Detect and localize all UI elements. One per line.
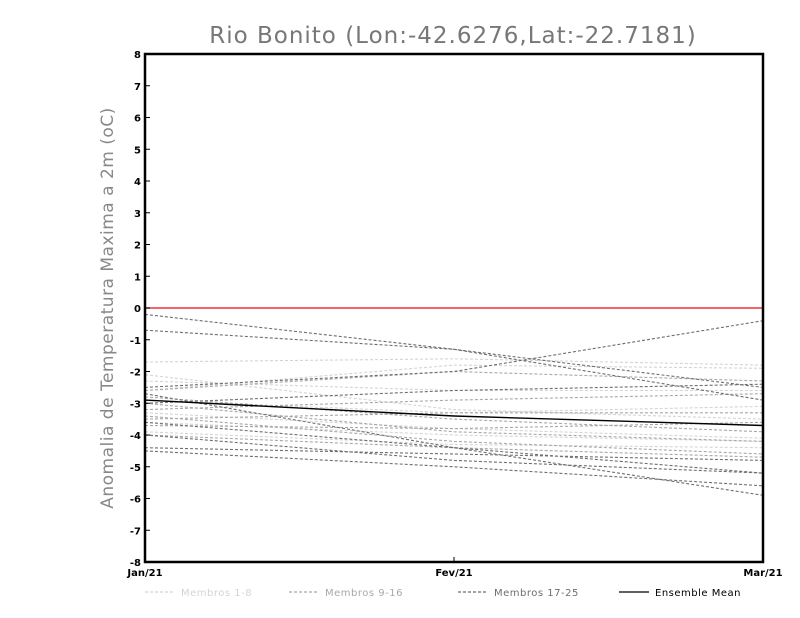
member-line xyxy=(144,320,764,388)
y-tick-label: 1 xyxy=(134,272,141,283)
y-tick-label: 8 xyxy=(134,50,141,61)
legend-label: Membros 17-25 xyxy=(494,588,579,599)
y-tick-label: 4 xyxy=(134,177,141,188)
chart-title: Rio Bonito (Lon:-42.6276,Lat:-22.7181) xyxy=(209,23,697,49)
legend: Membros 1-8 Membros 9-16 Membros 17-25 Ense… xyxy=(145,588,741,599)
series-group xyxy=(144,313,764,496)
x-tick-label: Mar/21 xyxy=(743,568,782,579)
member-line xyxy=(144,399,764,414)
y-tick-label: 5 xyxy=(134,145,141,156)
member-line xyxy=(144,412,764,439)
member-line xyxy=(144,431,764,449)
member-line xyxy=(144,393,764,411)
member-line xyxy=(144,421,764,442)
member-line xyxy=(144,421,764,430)
member-line xyxy=(144,412,763,420)
member-line xyxy=(144,383,764,404)
y-tick-label: -4 xyxy=(130,431,141,442)
member-line xyxy=(144,415,764,455)
x-tick-label: Fev/21 xyxy=(435,568,472,579)
y-tick-label: -1 xyxy=(130,336,141,347)
y-tick-label: -6 xyxy=(130,495,141,506)
member-line xyxy=(144,374,764,420)
legend-label: Ensemble Mean xyxy=(655,588,741,599)
member-line xyxy=(144,313,764,388)
member-line xyxy=(144,370,764,392)
y-tick-label: -5 xyxy=(130,463,141,474)
axis-ticks: -8 -7 -6 -5 -4 -3 -2 -1 0 1 2 3 4 5 6 7 8 Jan/21 Fev/21 Mar… xyxy=(126,50,782,579)
y-axis-label: Anomalia de Temperatura Maxima a 2m (oC) xyxy=(98,107,118,509)
legend-label: Membros 9-16 xyxy=(325,588,403,599)
y-tick-label: 6 xyxy=(134,114,141,125)
y-tick-label: -8 xyxy=(130,558,141,569)
member-line xyxy=(144,364,764,392)
member-line xyxy=(144,447,764,461)
member-line xyxy=(144,421,764,496)
y-tick-label: 0 xyxy=(134,304,141,315)
y-tick-label: 3 xyxy=(134,209,141,220)
member-line xyxy=(144,434,764,458)
y-tick-label: -7 xyxy=(130,526,141,537)
member-line xyxy=(144,393,764,474)
legend-label: Membros 1-8 xyxy=(181,588,252,599)
y-tick-label: 7 xyxy=(134,82,141,93)
member-line xyxy=(144,450,764,487)
member-line xyxy=(144,396,764,433)
x-tick-label: Jan/21 xyxy=(126,568,162,579)
y-tick-label: -3 xyxy=(130,399,141,410)
member-line xyxy=(144,434,764,474)
member-line xyxy=(144,402,764,442)
member-line xyxy=(144,358,764,366)
y-tick-label: -2 xyxy=(130,368,141,379)
member-line xyxy=(144,380,763,392)
ensemble-mean-line xyxy=(144,399,764,427)
y-tick-label: 2 xyxy=(134,241,141,252)
